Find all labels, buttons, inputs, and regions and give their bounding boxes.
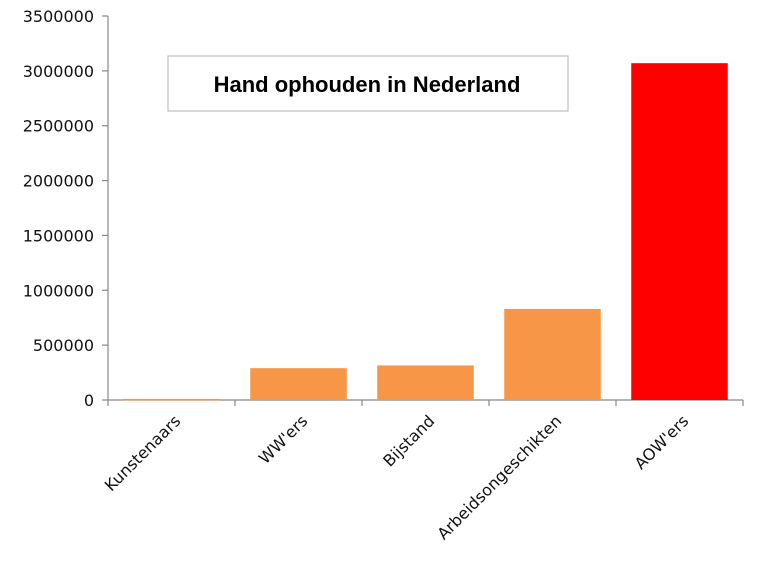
bar-arbeidsongeschikten	[504, 308, 601, 400]
y-tick-label: 500000	[33, 336, 94, 355]
y-tick-label: 1500000	[23, 226, 94, 245]
y-axis-ticks: 0 500000 1000000 1500000 2000000 2500000 30000…	[23, 7, 108, 410]
y-tick-label: 0	[84, 391, 94, 410]
x-tick-label: Bijstand	[379, 411, 438, 470]
x-tick-label: WW'ers	[255, 411, 311, 467]
y-tick-label: 3500000	[23, 7, 94, 26]
bars	[123, 63, 728, 401]
x-tick-label: Arbeidsongeschikten	[433, 411, 565, 543]
y-tick-label: 1000000	[23, 281, 94, 300]
category-labels: Kunstenaars WW'ers BijstandArbeidsongeschi…	[101, 411, 693, 543]
y-tick-label: 2000000	[23, 172, 94, 191]
x-tick-label: Kunstenaars	[101, 411, 185, 495]
chart-title-box: Hand ophouden in Nederland	[167, 55, 569, 112]
y-tick-label: 3000000	[23, 62, 94, 81]
x-tick-label: AOW'ers	[631, 411, 693, 473]
y-tick-label: 2500000	[23, 117, 94, 136]
bar-aow-ers	[631, 63, 728, 400]
chart-title: Hand ophouden in Nederland	[214, 72, 521, 97]
bar-kunstenaars	[123, 398, 220, 401]
bar-bijstand	[377, 365, 474, 400]
bar-ww-ers	[250, 368, 347, 400]
x-axis-ticks	[107, 400, 744, 406]
title-frame	[167, 55, 569, 112]
